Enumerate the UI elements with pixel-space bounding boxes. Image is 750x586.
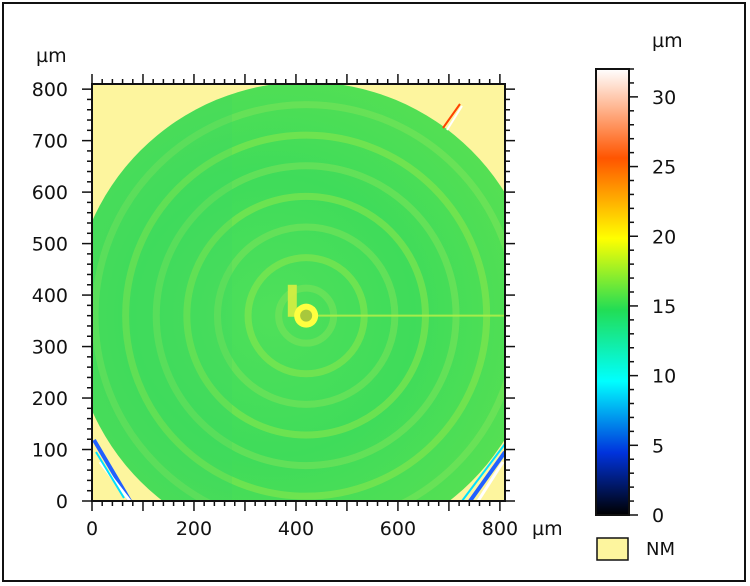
y-tick-label: 0: [56, 491, 68, 513]
y-tick-label: 100: [32, 440, 68, 462]
y-tick-label: 200: [32, 388, 68, 410]
colorbar-tick-label: 20: [652, 226, 676, 248]
y-tick-label: 300: [32, 337, 68, 359]
edge-artifact: [476, 461, 505, 501]
y-tick-label: 600: [32, 182, 68, 204]
edge-artifact: [442, 103, 461, 129]
x-tick-label: 200: [176, 518, 212, 540]
edge-artifact: [468, 450, 505, 501]
x-tick-label: 0: [86, 518, 98, 540]
surface-defect: [287, 284, 297, 317]
y-tick-label: 700: [32, 131, 68, 153]
colorbar-gradient: [595, 68, 630, 516]
y-tick-label: 400: [32, 285, 68, 307]
x-tick-label: 400: [278, 518, 314, 540]
y-tick-label: 500: [32, 234, 68, 256]
colorbar-tick-label: 25: [652, 157, 676, 179]
nm-swatch: [596, 537, 629, 561]
colorbar-tick-label: 15: [652, 296, 676, 318]
colorbar: 0 5 10 15 20 25 30 µm: [595, 30, 683, 527]
x-axis-unit: µm: [532, 518, 563, 540]
colorbar-tick-label: 10: [652, 366, 676, 388]
center-spot-core: [300, 309, 313, 322]
surface-features: [92, 103, 505, 501]
y-axis-unit: µm: [36, 45, 67, 67]
colorbar-ticks: 0 5 10 15 20 25 30: [629, 68, 676, 527]
x-tick-label: 800: [482, 518, 518, 540]
colorbar-unit: µm: [652, 30, 683, 52]
colorbar-tick-label: 0: [652, 505, 664, 527]
edge-artifact: [95, 451, 125, 499]
y-tick-label: 800: [32, 79, 68, 101]
x-axis: 0 200 400 600 800: [86, 74, 518, 540]
x-tick-label: 600: [380, 518, 416, 540]
y-axis: 0 100 200 300 400 500 600 700 800: [32, 79, 515, 513]
nm-legend-label: NM: [646, 539, 675, 560]
nm-legend: NM: [596, 537, 675, 561]
edge-artifact: [446, 105, 463, 131]
colorbar-tick-label: 5: [652, 435, 664, 457]
edge-artifact: [461, 443, 505, 501]
colorbar-tick-label: 30: [652, 87, 676, 109]
measured-disc: [92, 84, 505, 501]
height-ring: [92, 101, 505, 501]
plot-border: [91, 83, 506, 502]
heatmap-plot: [92, 84, 505, 501]
